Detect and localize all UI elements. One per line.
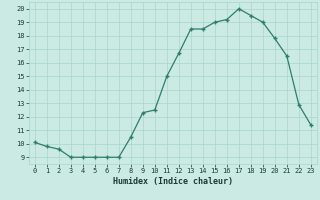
X-axis label: Humidex (Indice chaleur): Humidex (Indice chaleur) [113, 177, 233, 186]
